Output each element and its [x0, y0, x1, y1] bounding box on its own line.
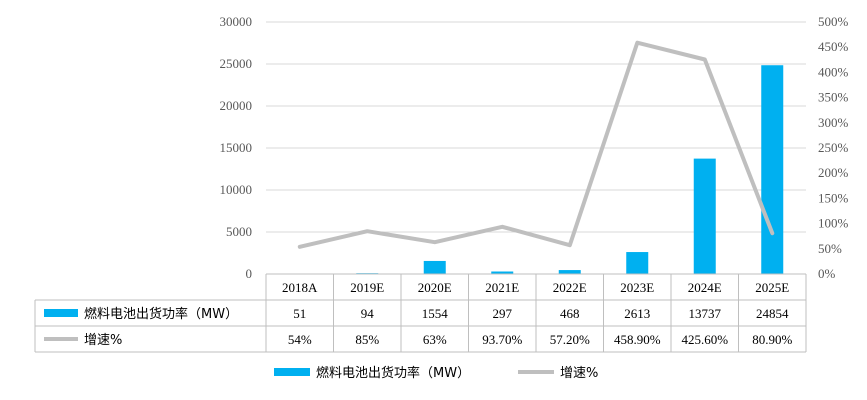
table-cell: 425.60%: [681, 332, 728, 347]
bar: [693, 158, 716, 274]
category-label: 2025E: [755, 280, 789, 295]
category-label: 2020E: [418, 280, 452, 295]
y-left-tick-label: 20000: [220, 98, 253, 113]
legend-label: 增速%: [560, 366, 598, 381]
y-left-tick-label: 5000: [226, 224, 252, 239]
table-cell: 1554: [422, 306, 449, 321]
table-cell: 13737: [689, 306, 722, 321]
y-right-tick-label: 50%: [818, 241, 842, 256]
y-right-tick-label: 250%: [818, 140, 849, 155]
y-right-tick-label: 450%: [818, 39, 849, 54]
table-cell: 297: [493, 306, 513, 321]
row-key-bar: [44, 309, 78, 317]
legend-swatch-bar: [274, 368, 310, 376]
category-label: 2018A: [282, 280, 318, 295]
y-right-tick-label: 0%: [818, 266, 836, 281]
bar: [558, 270, 581, 274]
table-cell: 93.70%: [482, 332, 522, 347]
y-axis-left: 0 5000 10000 15000 20000 25000 30000: [220, 14, 253, 281]
legend-label: 燃料电池出货功率（MW）: [316, 365, 470, 381]
bar-series: [288, 65, 784, 274]
bar: [491, 271, 514, 274]
y-axis-right: 0% 50% 100% 150% 200% 250% 300% 350% 400% 450% 500…: [818, 14, 849, 281]
category-label: 2022E: [553, 280, 587, 295]
bar: [761, 65, 784, 274]
y-left-tick-label: 0: [246, 266, 253, 281]
table-cell: 57.20%: [550, 332, 590, 347]
table-cell: 54%: [288, 332, 312, 347]
category-label: 2019E: [350, 280, 384, 295]
y-right-tick-label: 100%: [818, 216, 849, 231]
y-left-tick-label: 30000: [220, 14, 253, 29]
y-left-tick-label: 25000: [220, 56, 253, 71]
bar: [626, 252, 649, 274]
category-label: 2021E: [485, 280, 519, 295]
y-left-tick-label: 15000: [220, 140, 253, 155]
table-cell: 24854: [756, 306, 789, 321]
legend: 燃料电池出货功率（MW） 增速%: [274, 365, 598, 381]
bar: [423, 260, 446, 274]
growth-line: [297, 40, 775, 249]
table-cell: 468: [560, 306, 580, 321]
y-right-tick-label: 500%: [818, 14, 849, 29]
y-left-tick-label: 10000: [220, 182, 253, 197]
category-label: 2023E: [620, 280, 654, 295]
table-cell: 458.90%: [614, 332, 661, 347]
line-series: [297, 40, 775, 249]
table-cell: 51: [293, 306, 306, 321]
y-right-tick-label: 200%: [818, 165, 849, 180]
category-label: 2024E: [688, 280, 722, 295]
y-right-tick-label: 400%: [818, 64, 849, 79]
row-label: 增速%: [84, 333, 122, 348]
table-cell: 63%: [423, 332, 447, 347]
table-cell: 94: [361, 306, 375, 321]
y-right-tick-label: 300%: [818, 115, 849, 130]
data-table: 2018A 2019E 2020E 2021E 2022E 2023E 2024E 2025E…: [34, 273, 807, 353]
row-label: 燃料电池出货功率（MW）: [84, 306, 238, 322]
y-right-tick-label: 350%: [818, 90, 849, 105]
table-cell: 2613: [624, 306, 650, 321]
table-cell: 80.90%: [752, 332, 792, 347]
table-cell: 85%: [355, 332, 379, 347]
y-right-tick-label: 150%: [818, 190, 849, 205]
